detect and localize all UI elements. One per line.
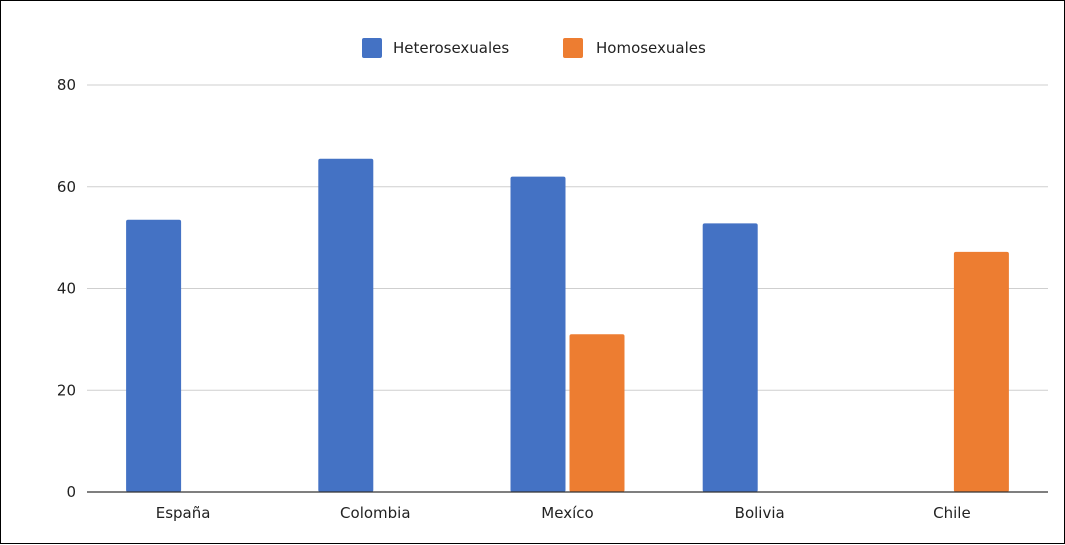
gridlines [87, 84, 1048, 391]
bar-heterosexuales-3 [702, 223, 758, 492]
y-tick-label: 60 [57, 178, 76, 196]
bars [126, 158, 1009, 493]
y-tick-label: 40 [57, 280, 76, 298]
bar-heterosexuales-2 [510, 176, 566, 492]
legend-label-heterosexuales: Heterosexuales [393, 39, 509, 57]
bar-homosexuales-2 [569, 334, 625, 492]
x-tick-label: Mexíco [541, 504, 593, 522]
legend-swatch-heterosexuales [362, 38, 382, 58]
legend-label-homosexuales: Homosexuales [596, 39, 706, 57]
x-tick-label: Bolivia [735, 504, 785, 522]
bar-heterosexuales-1 [318, 158, 374, 493]
legend-swatch-homosexuales [563, 38, 583, 58]
x-tick-label: España [156, 504, 211, 522]
x-tick-label: Chile [933, 504, 971, 522]
y-tick-label: 0 [66, 483, 76, 501]
bar-homosexuales-4 [953, 251, 1009, 492]
axes: 0 20 40 60 80 España Colombia Mexíco Bolivia Chil… [57, 76, 1048, 522]
bar-heterosexuales-0 [126, 219, 182, 493]
y-tick-label: 80 [57, 76, 76, 94]
y-tick-label: 20 [57, 381, 76, 399]
x-tick-label: Colombia [340, 504, 411, 522]
legend: Heterosexuales Homosexuales [362, 38, 706, 58]
